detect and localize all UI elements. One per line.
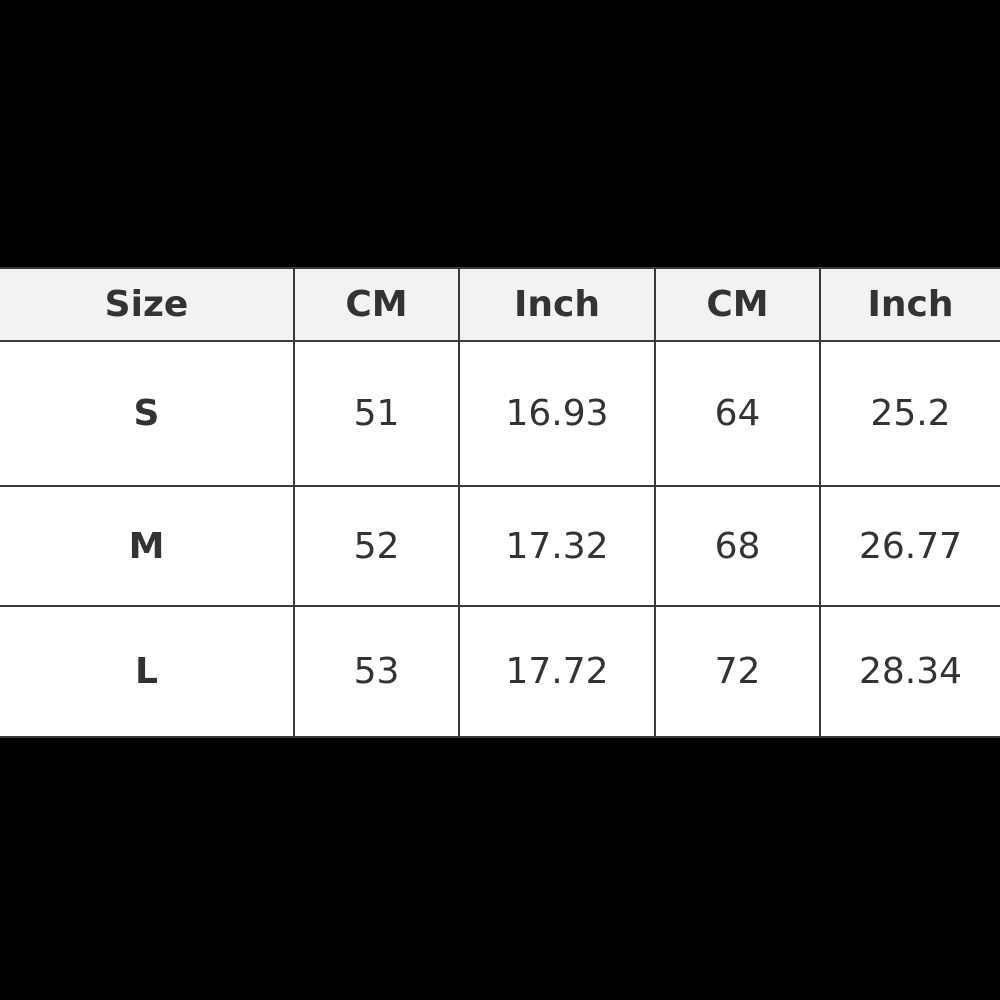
inch-cell: 25.2 <box>819 340 1000 487</box>
inch-cell: 16.93 <box>458 340 656 487</box>
size-cell: S <box>0 340 295 487</box>
header-size: Size <box>0 267 295 342</box>
inch-cell: 26.77 <box>819 485 1000 607</box>
header-inch-1: Inch <box>458 267 656 342</box>
size-cell: L <box>0 605 295 738</box>
cm-cell: 68 <box>654 485 821 607</box>
inch-cell: 17.32 <box>458 485 656 607</box>
inch-cell: 17.72 <box>458 605 656 738</box>
size-cell: M <box>0 485 295 607</box>
table-row: M 52 17.32 68 26.77 <box>0 485 1000 607</box>
header-cm-2: CM <box>654 267 821 342</box>
table-row: L 53 17.72 72 28.34 <box>0 605 1000 738</box>
cm-cell: 64 <box>654 340 821 487</box>
cm-cell: 53 <box>293 605 460 738</box>
inch-cell: 28.34 <box>819 605 1000 738</box>
size-chart-table: Size CM Inch CM Inch S 51 16.93 64 25.2 … <box>0 267 1000 738</box>
table-row: S 51 16.93 64 25.2 <box>0 340 1000 487</box>
cm-cell: 51 <box>293 340 460 487</box>
header-row: Size CM Inch CM Inch <box>0 267 1000 342</box>
header-cm-1: CM <box>293 267 460 342</box>
header-inch-2: Inch <box>819 267 1000 342</box>
cm-cell: 72 <box>654 605 821 738</box>
cm-cell: 52 <box>293 485 460 607</box>
